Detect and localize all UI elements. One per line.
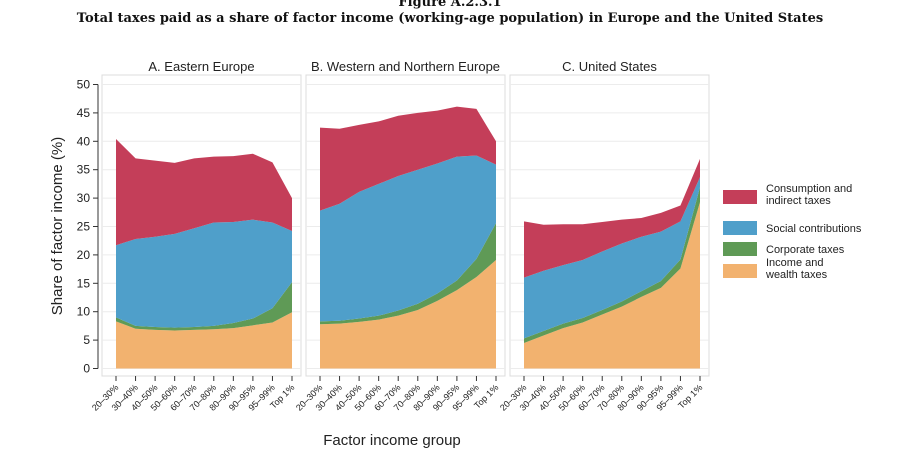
y-tick-label: 35 bbox=[77, 163, 91, 177]
y-tick-label: 10 bbox=[77, 305, 91, 319]
area-consumption bbox=[116, 139, 292, 246]
legend-swatch-social bbox=[723, 221, 757, 235]
y-axis-title: Share of factor income (%) bbox=[49, 137, 66, 315]
area-social bbox=[320, 155, 496, 322]
legend-label: Consumption and bbox=[766, 183, 852, 195]
legend-label: Corporate taxes bbox=[766, 244, 845, 256]
legend-label: Income and bbox=[766, 257, 823, 269]
panel-title: A. Eastern Europe bbox=[148, 59, 254, 74]
figure-header: Figure A.2.3.1 Total taxes paid as a sha… bbox=[0, 0, 900, 27]
panel-3: C. United States20–30%30–40%40–50%50–60%… bbox=[498, 59, 710, 413]
area-social bbox=[116, 219, 292, 328]
legend-label: wealth taxes bbox=[765, 269, 828, 281]
y-tick-label: 30 bbox=[77, 191, 91, 205]
y-tick-label: 25 bbox=[77, 220, 91, 234]
legend-swatch-corporate bbox=[723, 242, 757, 256]
panel-2: B. Western and Northern Europe20–30%30–4… bbox=[294, 59, 506, 413]
y-tick-label: 0 bbox=[83, 362, 90, 376]
y-tick-label: 15 bbox=[77, 276, 91, 290]
area-income bbox=[116, 312, 292, 369]
panel-title: C. United States bbox=[562, 59, 657, 74]
legend-label: indirect taxes bbox=[766, 195, 831, 207]
y-tick-label: 5 bbox=[83, 333, 90, 347]
panel-1: A. Eastern Europe20–30%30–40%40–50%50–60… bbox=[90, 59, 302, 413]
area-corporate bbox=[116, 282, 292, 331]
y-tick-label: 50 bbox=[77, 78, 91, 92]
legend-swatch-consumption bbox=[723, 190, 757, 204]
panel-title: B. Western and Northern Europe bbox=[311, 59, 500, 74]
figure-label: Figure A.2.3.1 bbox=[398, 0, 502, 10]
area-consumption bbox=[524, 158, 700, 278]
area-income bbox=[320, 260, 496, 369]
legend-swatch-income bbox=[723, 264, 757, 278]
legend-label: Social contributions bbox=[766, 223, 862, 235]
area-consumption bbox=[320, 106, 496, 211]
area-income bbox=[524, 202, 700, 369]
chart-title: Total taxes paid as a share of factor in… bbox=[76, 11, 824, 26]
area-social bbox=[524, 177, 700, 339]
x-axis-title: Factor income group bbox=[323, 432, 461, 449]
y-tick-label: 20 bbox=[77, 248, 91, 262]
y-tick-label: 40 bbox=[77, 134, 91, 148]
y-tick-label: 45 bbox=[77, 106, 91, 120]
